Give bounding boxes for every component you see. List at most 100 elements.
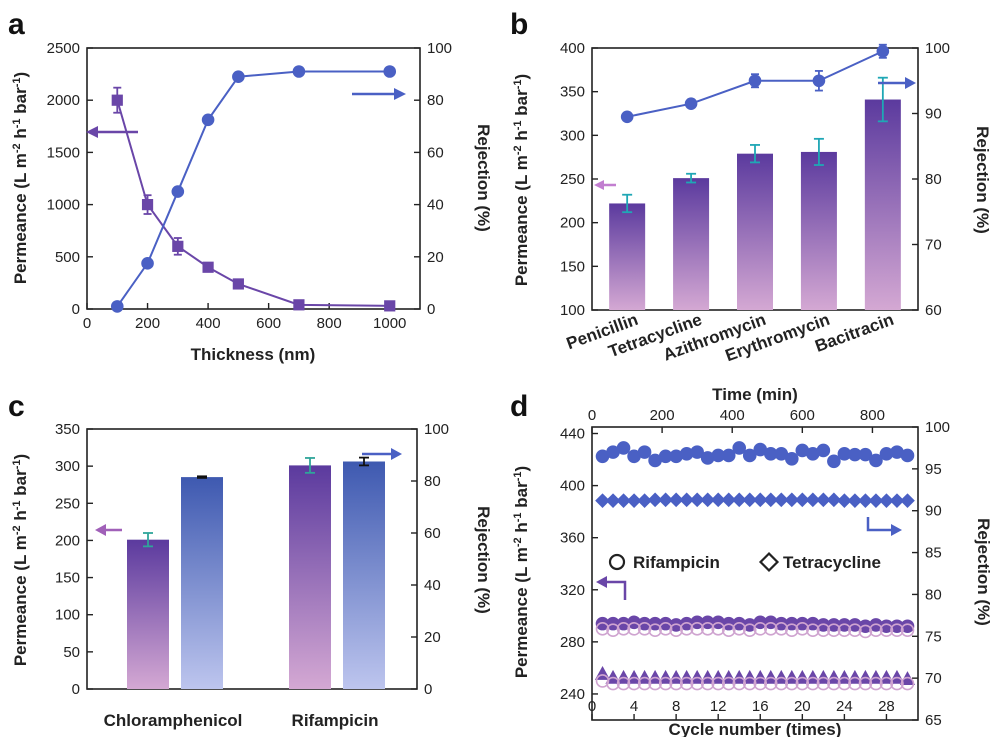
panel-d-series-3-point-9: [690, 622, 704, 636]
panel-b-bar-error-4: [877, 76, 888, 123]
panel-letter-d: d: [510, 390, 528, 423]
panel-c-y2-ticklabel-60: 60: [424, 525, 441, 542]
panel-a-y2-ticklabel-60: 60: [427, 144, 444, 161]
panel-d-series-0-point-4: [637, 445, 652, 459]
panel-d-series-3-point-1: [606, 623, 620, 637]
panel-d-series-3-point-13: [732, 622, 747, 636]
panel-a-y-ticklabel-0: 0: [72, 301, 80, 318]
panel-a-y-ticklabel-1500: 1500: [47, 144, 80, 161]
panel-c-permeance-error-1: [305, 457, 315, 474]
panel-d-series-3-point-25: [858, 624, 873, 639]
panel-d-series-3-point-18: [785, 623, 799, 637]
panel-d-series-3-point-24: [848, 623, 862, 637]
panel-d-series-1-point-24: [847, 493, 863, 509]
panel-d-x-ticklabel-28: 28: [878, 698, 895, 715]
panel-d-y2-ticklabel-100: 100: [925, 419, 950, 436]
panel-b-arrow-right: [878, 77, 916, 89]
panel-d-series-1-point-28: [889, 493, 905, 509]
panel-c-y-ticklabel-200: 200: [55, 532, 80, 549]
panel-a-arrow-right: [352, 88, 406, 100]
panel-c-frame: [86, 428, 418, 690]
panel-d-series-3-point-26: [869, 623, 883, 637]
panel-d-series-0-point-25: [858, 447, 873, 462]
panel-d-series-5-point-4: [637, 676, 652, 691]
panel-d-series-0-point-13: [732, 441, 747, 455]
panel-d-series-3-point-15: [753, 622, 768, 636]
panel-c-y2-ticklabel-20: 20: [424, 629, 441, 646]
panel-d-y-ticklabel-240: 240: [560, 686, 585, 703]
panel-d-series-3-point-12: [721, 623, 736, 637]
panel-d-series-5-point-29: [900, 676, 915, 691]
panel-d-series-3-point-27: [879, 623, 894, 637]
panel-a-x-ticklabel-1000: 1000: [373, 315, 406, 332]
panel-d-series-0-point-9: [690, 445, 704, 459]
panel-a-rejection-point-5: [292, 65, 306, 78]
panel-c-y-ticklabel-350: 350: [55, 421, 80, 438]
panel-a-rejection-point-4: [232, 70, 245, 84]
panel-d-series-5-point-13: [732, 676, 747, 691]
panel-c-category-1: Rifampicin: [292, 711, 379, 730]
panel-b-y2-ticklabel-100: 100: [925, 40, 950, 57]
panel-b-y-ticklabel-350: 350: [560, 84, 585, 101]
panel-d-series-3-point-2: [616, 622, 631, 636]
panel-c-arrow-right: [362, 448, 402, 460]
panel-d-series-0-point-14: [742, 448, 757, 463]
panel-d-x-ticklabel-4: 4: [630, 698, 638, 715]
panel-d-xlabel: Cycle number (times): [669, 720, 842, 737]
panel-b-bar-0: [609, 203, 646, 310]
panel-d-series-1-point-18: [784, 492, 800, 508]
panel-d-series-1-point-8: [679, 492, 694, 508]
panel-c-permeance-bar-1: [289, 465, 331, 689]
panel-b-bar-error-3: [813, 137, 824, 166]
panel-d-series-5-point-5: [648, 676, 662, 691]
panel-c-y-ticklabel-50: 50: [63, 644, 80, 661]
panel-d-arrow-left: [596, 576, 627, 600]
panel-d-y2label: Rejection (%): [974, 518, 993, 626]
panel-d-series-1-point-0: [595, 493, 610, 509]
panel-d-series-5-point-22: [827, 676, 841, 691]
panel-c-y2-ticklabel-40: 40: [424, 577, 441, 594]
panel-d-x2-ticklabel-0: 0: [588, 407, 596, 424]
panel-b-rejection-point-0: [620, 110, 634, 124]
panel-d-series-0-point-21: [816, 443, 831, 458]
panel-d-series-5-point-3: [627, 676, 641, 691]
panel-d-series-3-point-29: [900, 623, 915, 637]
panel-d-series-0-point-2: [616, 441, 631, 455]
panel-a-y-ticklabel-1000: 1000: [47, 197, 80, 214]
panel-c-arrow-left: [95, 524, 122, 536]
panel-d-series-1-point-22: [826, 492, 842, 508]
panel-c-rejection-error-0: [197, 475, 207, 479]
panel-d-y-ticklabel-440: 440: [560, 426, 585, 443]
panel-d-x-ticklabel-16: 16: [752, 698, 769, 715]
panel-d-y-ticklabel-320: 320: [560, 582, 585, 599]
panel-d-series-5-point-9: [690, 676, 704, 691]
panel-d-series-5-point-18: [785, 676, 799, 691]
panel-d-series-5-point-26: [869, 676, 883, 691]
panel-b-rejection-point-3: [812, 74, 826, 88]
legend-diamond-icon: [758, 551, 780, 573]
panel-a-y2-ticklabel-100: 100: [427, 40, 452, 57]
panel-d-series-3-point-8: [679, 622, 694, 636]
panel-a-x-ticklabel-200: 200: [135, 315, 160, 332]
panel-d-series-3-point-3: [627, 622, 641, 636]
panel-c-permeance-bar-0: [127, 539, 169, 689]
panel-c-y-ticklabel-0: 0: [72, 681, 80, 698]
panel-a-permeance-point-4: [232, 278, 244, 290]
panel-d-series-5-point-27: [879, 676, 894, 691]
panel-d-series-5-point-12: [721, 676, 736, 691]
panel-d-series-5-point-15: [753, 676, 768, 691]
panel-d-series-1-point-10: [700, 492, 716, 508]
panel-a-permeance-line: [116, 99, 390, 307]
panel-d-x2-ticklabel-800: 800: [860, 407, 885, 424]
panel-d-series-1-point-26: [868, 493, 884, 509]
panel-b-rejection-point-2: [748, 74, 762, 88]
panel-d-series-5-point-2: [616, 676, 631, 691]
panel-c-y-ticklabel-300: 300: [55, 458, 80, 475]
panel-d-series-1-point-15: [752, 492, 768, 508]
panel-b-bar-3: [800, 151, 837, 310]
panel-d-series-1-point-21: [816, 492, 831, 508]
panel-d-x-ticklabel-8: 8: [672, 698, 680, 715]
panel-a-x-ticklabel-600: 600: [256, 315, 281, 332]
